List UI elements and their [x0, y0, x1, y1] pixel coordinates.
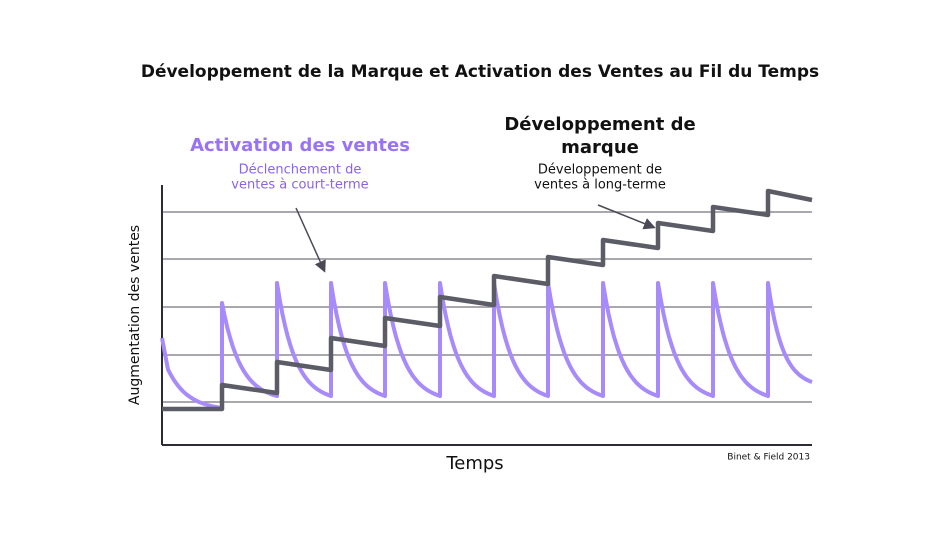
source: Binet & Field 2013: [727, 453, 810, 463]
activation-heading: Activation des ventes: [190, 135, 410, 156]
arrow: [597, 204, 656, 230]
brand-heading: marque: [561, 137, 639, 158]
brand-text: Développement de: [538, 163, 662, 178]
arrow: [295, 207, 326, 273]
brand-text: ventes à long-terme: [534, 178, 666, 193]
activation-text: ventes à court-terme: [231, 178, 368, 193]
y-axis-label: Augmentation des ventes: [127, 225, 143, 405]
brand-curve: [162, 188, 813, 412]
activation-text: Déclenchement de: [239, 163, 362, 178]
grid: [162, 211, 812, 403]
title: Développement de la Marque et Activation…: [141, 62, 819, 82]
x-axis-label: Temps: [445, 453, 503, 474]
brand-heading: Développement de: [504, 114, 695, 135]
